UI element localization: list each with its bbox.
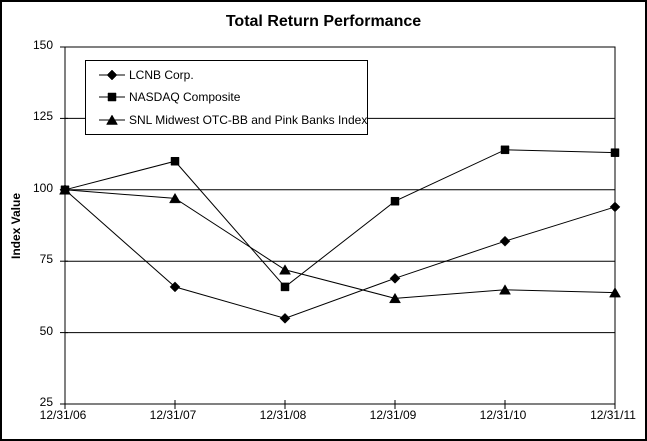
y-tick-label: 75 (39, 252, 53, 266)
x-tick-label: 12/31/10 (479, 408, 527, 422)
x-tick-label: 12/31/07 (149, 408, 197, 422)
x-tick-label: 12/31/11 (590, 408, 636, 422)
x-tick-label: 12/31/09 (369, 408, 417, 422)
legend: LCNB Corp. NASDAQ Composite SNL Midwest … (85, 60, 368, 135)
legend-item-nasdaq: NASDAQ Composite (99, 90, 367, 104)
diamond-marker-icon (99, 69, 125, 81)
y-tick-label: 125 (32, 109, 53, 123)
y-tick-label: 150 (32, 38, 53, 52)
square-marker-icon (99, 93, 125, 102)
x-tick-label: 12/31/06 (39, 408, 87, 422)
legend-item-lcnb: LCNB Corp. (99, 68, 367, 82)
legend-label: LCNB Corp. (129, 68, 194, 83)
x-tick-label: 12/31/08 (259, 408, 307, 422)
legend-label: NASDAQ Composite (129, 90, 241, 105)
triangle-marker-icon (99, 114, 125, 125)
legend-item-snl: SNL Midwest OTC-BB and Pink Banks Index (99, 113, 367, 127)
y-tick-label: 25 (39, 395, 53, 409)
chart-title: Total Return Performance (225, 13, 422, 30)
y-tick-label: 100 (32, 181, 53, 195)
y-tick-label: 50 (39, 324, 53, 338)
legend-label: SNL Midwest OTC-BB and Pink Banks Index (129, 112, 368, 127)
